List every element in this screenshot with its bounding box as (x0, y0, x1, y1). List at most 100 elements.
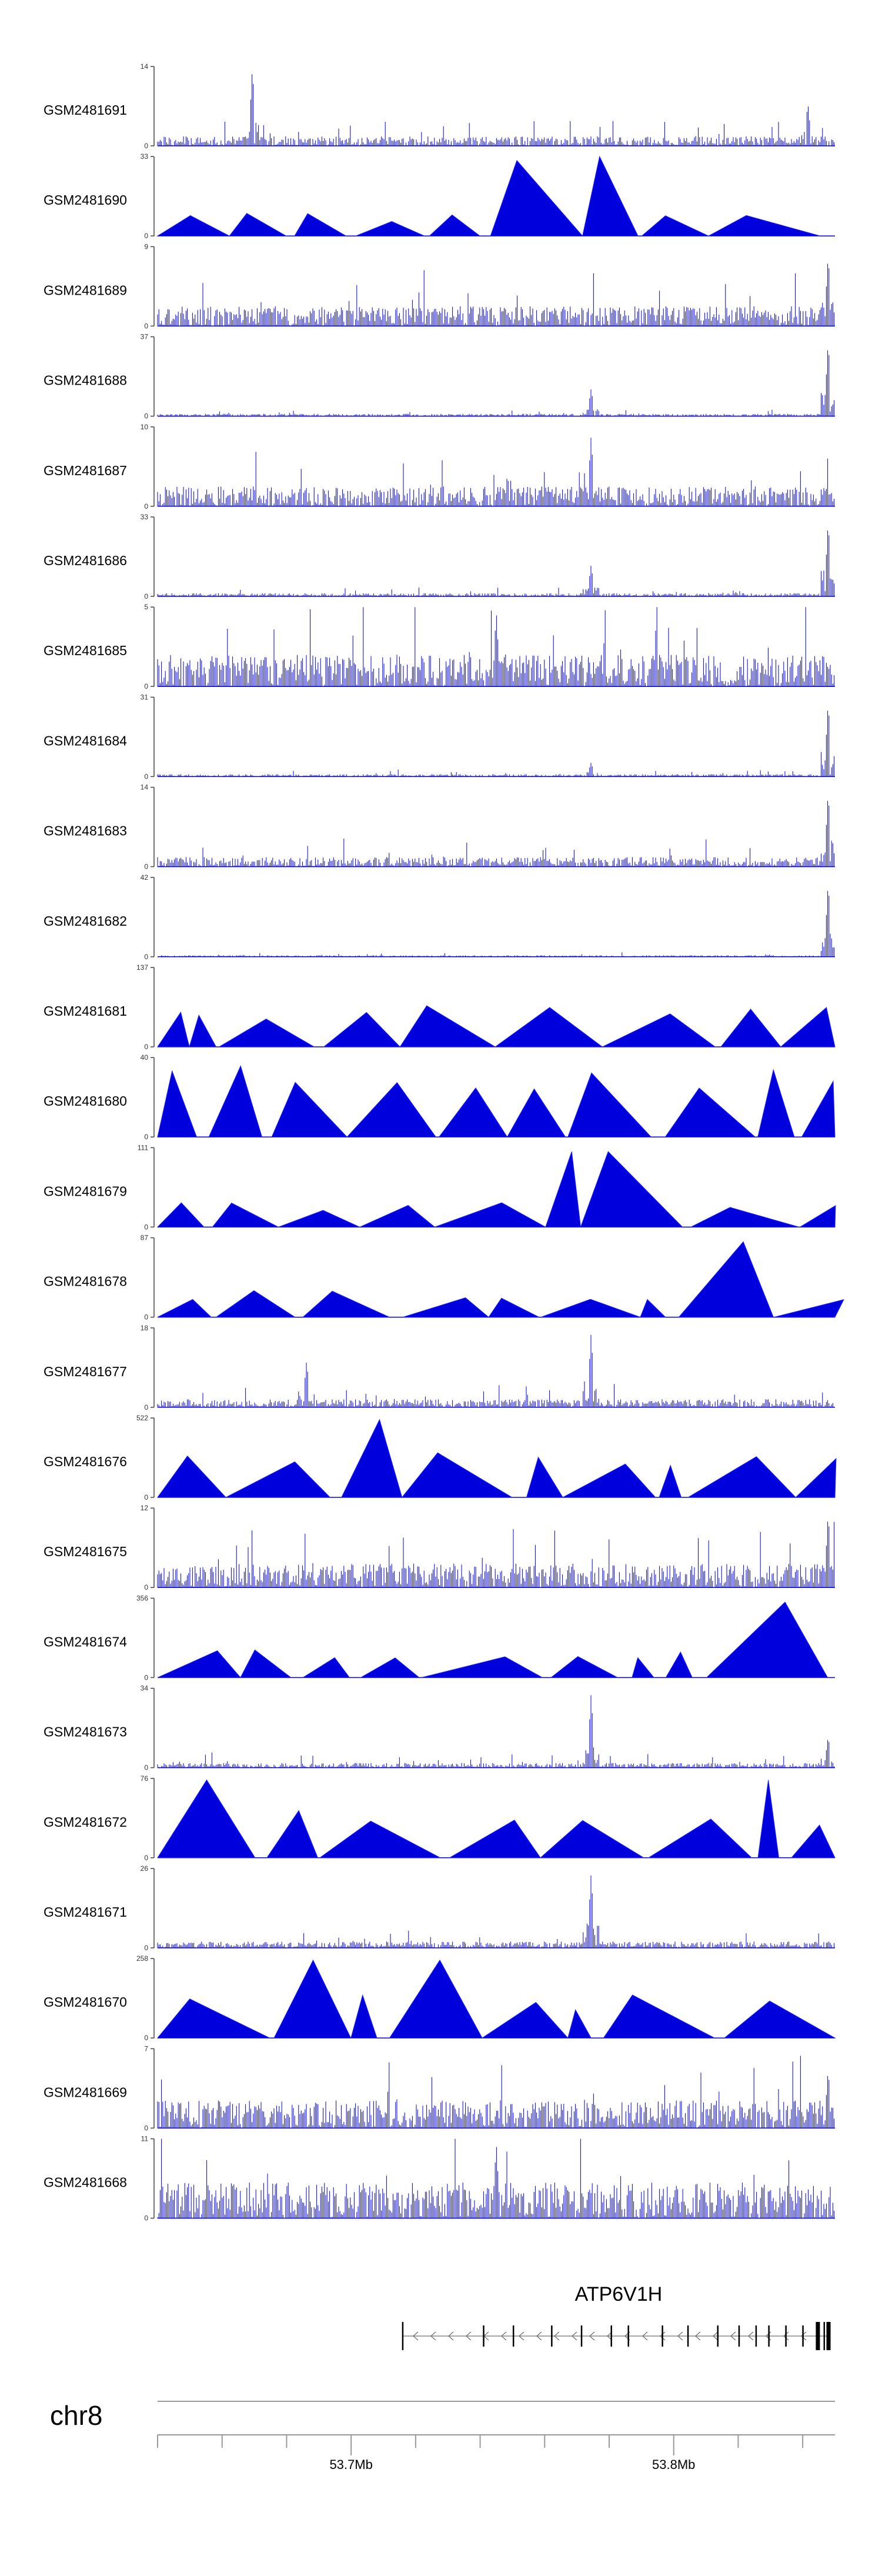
y-max-label: 31 (141, 693, 149, 701)
y-max-label: 356 (136, 1594, 148, 1602)
y-min-label: 0 (144, 322, 148, 330)
track-label: GSM2481679 (44, 1183, 127, 1199)
track-label: GSM2481680 (44, 1093, 127, 1109)
track-label: GSM2481676 (44, 1454, 127, 1469)
coverage-signal (157, 2056, 835, 2128)
track-GSM2481670: GSM2481670 258 0 (44, 1954, 836, 2042)
y-min-label: 0 (144, 2214, 148, 2223)
strand-arrow (642, 2331, 648, 2341)
track-GSM2481682: GSM2481682 42 0 (44, 873, 835, 961)
tracks-layer: GSM2481691140GSM2481690330GSM248168990GS… (44, 62, 844, 2223)
strand-arrow (730, 2331, 736, 2341)
coverage-triangle (319, 1820, 441, 1858)
gene-exon (627, 2325, 629, 2347)
coverage-triangle (540, 1299, 641, 1318)
genome-axis: chr8 53.7Mb 53.8Mb (50, 2400, 835, 2472)
y-max-label: 18 (141, 1324, 149, 1332)
axis-ticks (157, 2435, 804, 2455)
y-min-label: 0 (144, 1133, 148, 1141)
strand-arrow (536, 2331, 542, 2341)
track-label: GSM2481682 (44, 913, 127, 929)
coverage-triangle (720, 1008, 781, 1047)
coverage-triangle (687, 1456, 797, 1498)
coverage-triangle (757, 1069, 795, 1137)
y-max-label: 14 (141, 783, 149, 792)
coverage-triangle (346, 1082, 437, 1137)
gene-exon (823, 2322, 826, 2350)
coverage-triangle (156, 1998, 270, 2038)
coverage-triangle (273, 1959, 352, 2038)
track-label: GSM2481673 (44, 1724, 127, 1740)
y-min-label: 0 (144, 1854, 148, 1862)
gene-exon (687, 2325, 689, 2347)
coverage-triangle (706, 1601, 828, 1678)
coverage-triangle (350, 1994, 377, 2038)
y-max-label: 33 (141, 513, 149, 521)
coverage-triangle (664, 1087, 756, 1137)
coverage-triangle (156, 1202, 205, 1227)
y-max-label: 522 (136, 1414, 148, 1422)
coverage-triangle (494, 1007, 603, 1047)
track-GSM2481678: GSM2481678 87 0 (44, 1234, 844, 1322)
coverage-triangle (550, 1656, 618, 1678)
coverage-triangle (545, 1151, 582, 1227)
coverage-signal (157, 350, 835, 416)
coverage-signal (157, 1875, 835, 1948)
y-min-label: 0 (144, 1493, 148, 1501)
strand-arrow (694, 2331, 701, 2341)
track-label: GSM2481685 (44, 643, 127, 658)
gene-exon (580, 2325, 583, 2347)
coverage-signal (157, 2138, 835, 2218)
gene-exon (402, 2322, 404, 2350)
coverage-triangle (641, 215, 709, 236)
strand-arrow (412, 2331, 419, 2341)
coverage-triangle (659, 1464, 682, 1498)
coverage-triangle (399, 1005, 497, 1047)
coverage-triangle (506, 1088, 566, 1137)
coverage-triangle (790, 1824, 836, 1858)
strand-arrow (783, 2331, 789, 2341)
gene-exon (662, 2325, 663, 2347)
coverage-triangle (355, 221, 425, 236)
coverage-triangle (632, 1657, 655, 1678)
coverage-triangle (567, 1072, 652, 1137)
y-min-label: 0 (144, 2034, 148, 2042)
coverage-triangle (157, 1011, 190, 1047)
y-max-label: 12 (141, 1504, 149, 1512)
y-min-label: 0 (144, 863, 148, 871)
y-min-label: 0 (144, 953, 148, 961)
y-min-label: 0 (144, 1583, 148, 1591)
y-min-label: 0 (144, 592, 148, 600)
coverage-triangle (640, 1299, 667, 1318)
coverage-triangle (189, 1014, 217, 1047)
coverage-triangle (490, 159, 583, 236)
y-max-label: 10 (141, 423, 149, 431)
gene-exon (802, 2325, 804, 2347)
coverage-signal (157, 1334, 835, 1407)
track-label: GSM2481687 (44, 463, 127, 478)
track-GSM2481676: GSM2481676 522 0 (44, 1414, 837, 1501)
coverage-triangle (389, 1959, 483, 2038)
gene-exon (755, 2325, 757, 2347)
track-label: GSM2481672 (44, 1814, 127, 1830)
coverage-triangle (302, 1657, 350, 1678)
strand-arrow (553, 2331, 560, 2341)
track-GSM2481675: GSM2481675 12 0 (44, 1504, 835, 1591)
coverage-triangle (567, 2008, 592, 2038)
coverage-signal (157, 1695, 835, 1768)
gene-exon (816, 2322, 820, 2350)
y-min-label: 0 (144, 1223, 148, 1231)
track-GSM2481687: GSM2481687 10 0 (44, 423, 835, 510)
coverage-triangle (271, 1082, 348, 1137)
y-max-label: 33 (141, 152, 149, 161)
gene-exon (768, 2325, 770, 2347)
coverage-triangle (708, 215, 821, 236)
y-max-label: 9 (144, 242, 148, 251)
y-min-label: 0 (144, 1403, 148, 1412)
track-GSM2481685: GSM2481685 5 0 (44, 603, 835, 690)
track-GSM2481684: GSM2481684 31 0 (44, 693, 835, 780)
coverage-triangle (302, 1290, 390, 1318)
coverage-triangle (208, 1065, 263, 1137)
strand-arrow (465, 2331, 472, 2341)
strand-arrow (659, 2331, 666, 2341)
